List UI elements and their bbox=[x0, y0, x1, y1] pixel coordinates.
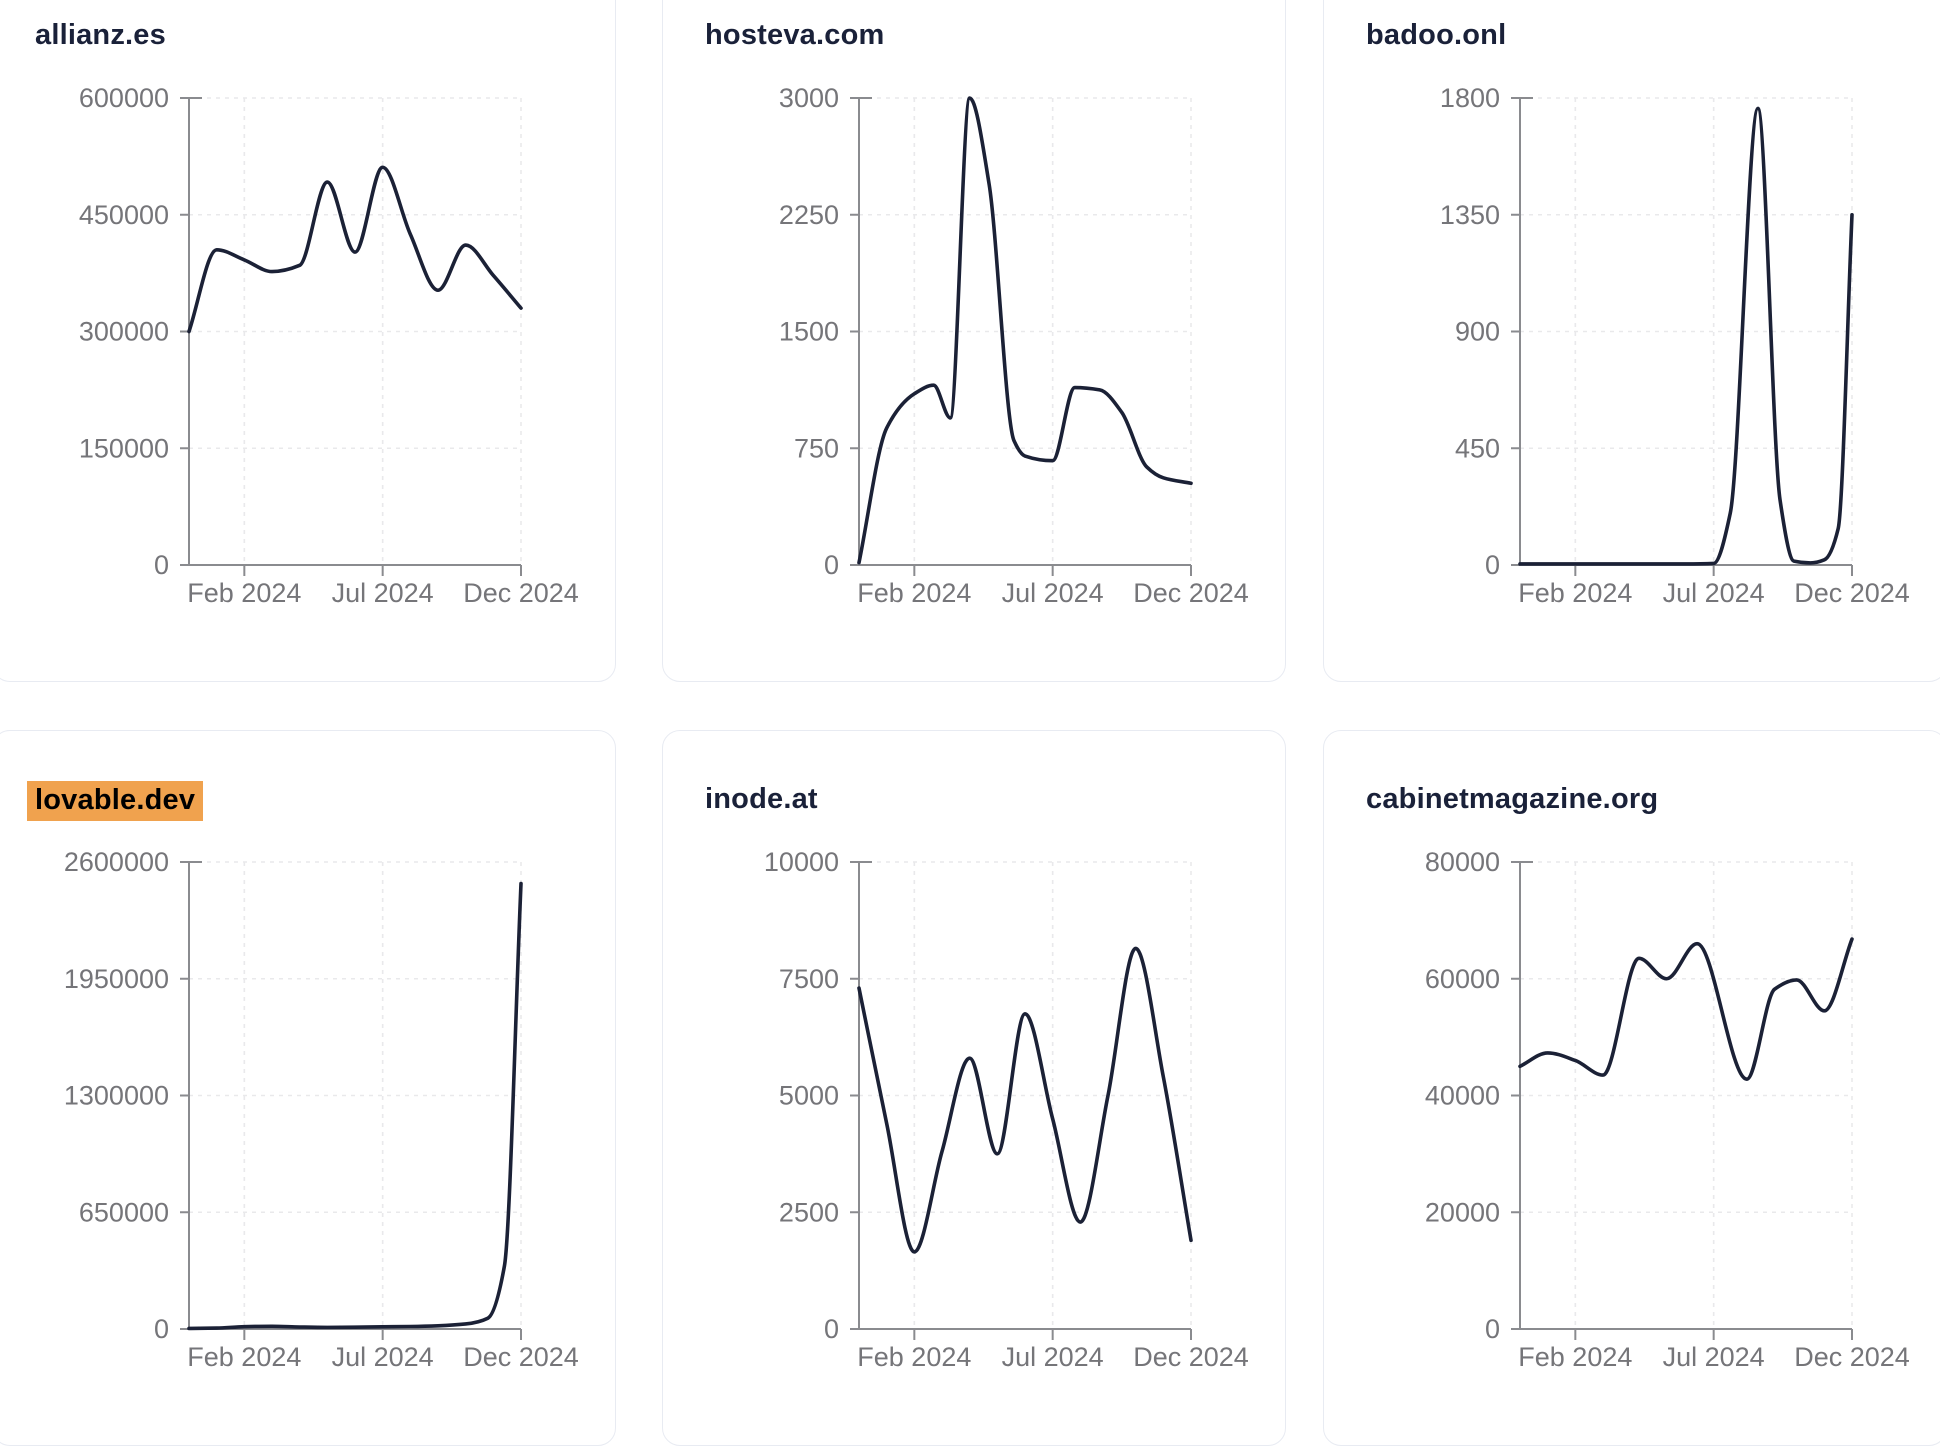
y-tick-label: 7500 bbox=[779, 964, 839, 994]
chart-card-hosteva-com: 0 750 1500 2250 3000 Feb 2024 Jul 2024 Dec 2024… bbox=[662, 0, 1286, 682]
y-tick-label: 1950000 bbox=[64, 964, 169, 994]
y-tick-label: 0 bbox=[154, 550, 169, 580]
y-tick-label: 450 bbox=[1455, 433, 1500, 463]
y-tick-label: 5000 bbox=[779, 1081, 839, 1111]
chart-title: hosteva.com bbox=[705, 17, 885, 55]
series-line bbox=[187, 881, 523, 1331]
y-tick-label: 2500 bbox=[779, 1197, 839, 1227]
x-tick-label: Jul 2024 bbox=[1663, 1342, 1765, 1372]
chart-card-badoo-onl: 0 450 900 1350 1800 Feb 2024 Jul 2024 Dec 2024 … bbox=[1323, 0, 1940, 682]
y-tick-label: 20000 bbox=[1425, 1197, 1500, 1227]
y-tick-label: 650000 bbox=[79, 1197, 169, 1227]
series-line bbox=[857, 946, 1193, 1254]
y-tick-label: 2250 bbox=[779, 200, 839, 230]
y-tick-label: 80000 bbox=[1425, 847, 1500, 877]
line-chart-allianz-es: 0 150000 300000 450000 600000 Feb 2024 Jul 202… bbox=[79, 83, 579, 608]
x-tick-label: Dec 2024 bbox=[1133, 1342, 1249, 1372]
x-tick-label: Dec 2024 bbox=[1794, 1342, 1910, 1372]
chart-title: cabinetmagazine.org bbox=[1366, 781, 1658, 819]
chart-title-text: inode.at bbox=[705, 783, 818, 815]
series-line bbox=[187, 165, 523, 334]
y-tick-label: 600000 bbox=[79, 83, 169, 113]
x-tick-label: Feb 2024 bbox=[857, 1342, 971, 1372]
series-line bbox=[1518, 106, 1854, 566]
y-tick-label: 1300000 bbox=[64, 1081, 169, 1111]
y-tick-label: 0 bbox=[824, 550, 839, 580]
x-tick-label: Jul 2024 bbox=[1663, 578, 1765, 608]
x-tick-label: Feb 2024 bbox=[187, 578, 301, 608]
chart-title: inode.at bbox=[705, 781, 818, 819]
chart-card-lovable-dev: 0 650000 1300000 1950000 2600000 Feb 2024 Jul … bbox=[0, 730, 616, 1446]
y-tick-label: 150000 bbox=[79, 433, 169, 463]
chart-title: allianz.es bbox=[35, 17, 166, 55]
chart-card-inode-at: 0 2500 5000 7500 10000 Feb 2024 Jul 2024 Dec 20… bbox=[662, 730, 1286, 1446]
y-tick-label: 1350 bbox=[1440, 200, 1500, 230]
x-tick-label: Dec 2024 bbox=[1794, 578, 1910, 608]
x-tick-label: Jul 2024 bbox=[332, 1342, 434, 1372]
line-chart-hosteva-com: 0 750 1500 2250 3000 Feb 2024 Jul 2024 Dec 2024 bbox=[779, 83, 1249, 608]
line-chart-inode-at: 0 2500 5000 7500 10000 Feb 2024 Jul 2024 Dec 20… bbox=[764, 847, 1249, 1372]
x-tick-label: Jul 2024 bbox=[1002, 578, 1104, 608]
y-tick-label: 60000 bbox=[1425, 964, 1500, 994]
y-tick-label: 450000 bbox=[79, 200, 169, 230]
y-tick-label: 1500 bbox=[779, 317, 839, 347]
chart-title-text: cabinetmagazine.org bbox=[1366, 783, 1659, 815]
y-tick-label: 0 bbox=[1485, 550, 1500, 580]
chart-title-text: lovable.dev bbox=[27, 781, 204, 821]
chart-title-text: allianz.es bbox=[35, 19, 166, 51]
x-tick-label: Dec 2024 bbox=[463, 578, 579, 608]
y-tick-label: 3000 bbox=[779, 83, 839, 113]
y-tick-label: 40000 bbox=[1425, 1081, 1500, 1111]
y-tick-label: 900 bbox=[1455, 317, 1500, 347]
chart-title-text: badoo.onl bbox=[1366, 19, 1507, 51]
line-chart-badoo-onl: 0 450 900 1350 1800 Feb 2024 Jul 2024 Dec 2024 bbox=[1440, 83, 1910, 608]
x-tick-label: Feb 2024 bbox=[187, 1342, 301, 1372]
x-tick-label: Feb 2024 bbox=[857, 578, 971, 608]
series-line bbox=[857, 96, 1193, 565]
chart-title: lovable.dev bbox=[27, 781, 204, 821]
chart-title: badoo.onl bbox=[1366, 17, 1506, 55]
x-tick-label: Dec 2024 bbox=[463, 1342, 579, 1372]
y-tick-label: 1800 bbox=[1440, 83, 1500, 113]
chart-title-text: hosteva.com bbox=[705, 19, 885, 51]
y-tick-label: 750 bbox=[794, 433, 839, 463]
y-tick-label: 300000 bbox=[79, 317, 169, 347]
chart-card-allianz-es: 0 150000 300000 450000 600000 Feb 2024 Jul 202… bbox=[0, 0, 616, 682]
chart-card-cabinetmagazine-org: 0 20000 40000 60000 80000 Feb 2024 Jul 2024 Dec… bbox=[1323, 730, 1940, 1446]
y-tick-label: 0 bbox=[154, 1314, 169, 1344]
line-chart-cabinetmagazine-org: 0 20000 40000 60000 80000 Feb 2024 Jul 2024 Dec… bbox=[1425, 847, 1910, 1372]
x-tick-label: Feb 2024 bbox=[1518, 1342, 1632, 1372]
y-tick-label: 0 bbox=[824, 1314, 839, 1344]
y-tick-label: 2600000 bbox=[64, 847, 169, 877]
x-tick-label: Jul 2024 bbox=[332, 578, 434, 608]
x-tick-label: Feb 2024 bbox=[1518, 578, 1632, 608]
x-tick-label: Dec 2024 bbox=[1133, 578, 1249, 608]
y-tick-label: 0 bbox=[1485, 1314, 1500, 1344]
x-tick-label: Jul 2024 bbox=[1002, 1342, 1104, 1372]
y-tick-label: 10000 bbox=[764, 847, 839, 877]
line-chart-lovable-dev: 0 650000 1300000 1950000 2600000 Feb 2024 Jul … bbox=[64, 847, 579, 1372]
series-line bbox=[1518, 937, 1854, 1081]
